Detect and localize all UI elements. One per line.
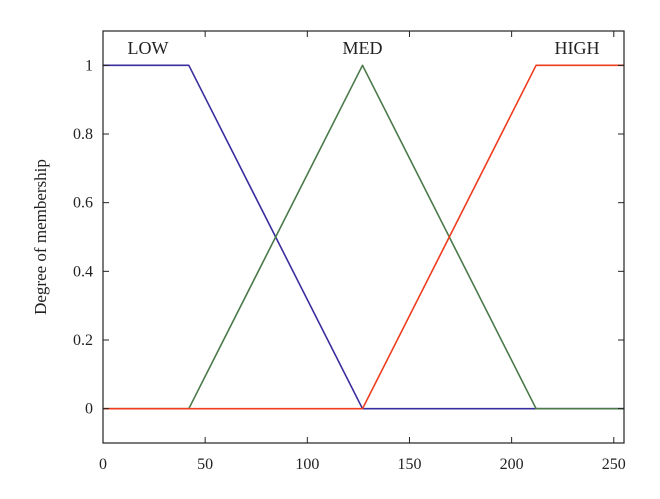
y-axis-title: Degree of membership [31, 159, 50, 315]
series-line-high [103, 64, 624, 410]
x-tick-label: 150 [397, 456, 421, 473]
series-label-med: MED [342, 38, 382, 58]
y-tick-label: 0.8 [73, 126, 93, 143]
y-tick-label: 1 [85, 57, 93, 74]
labels-layer: 0 50 100 150 200 250 0 0.2 0.4 0.6 0.8 1 LOW MED HIGH [73, 38, 626, 473]
series-label-low: LOW [128, 38, 169, 58]
series-label-high: HIGH [555, 38, 600, 58]
y-tick-label: 0.4 [73, 263, 93, 280]
plot-frame [102, 30, 625, 444]
series-line-low [103, 64, 624, 410]
x-tick-label: 250 [602, 456, 626, 473]
x-tick-label: 200 [500, 456, 524, 473]
y-tick-label: 0.6 [73, 195, 93, 212]
x-tick-label: 50 [197, 456, 213, 473]
y-tick-label: 0.2 [73, 332, 93, 349]
series-layer [103, 64, 624, 410]
y-tick-label: 0 [85, 401, 93, 418]
ticks-layer [102, 31, 624, 443]
x-tick-label: 0 [99, 456, 107, 473]
series-line-med [103, 64, 624, 410]
x-tick-label: 100 [295, 456, 319, 473]
